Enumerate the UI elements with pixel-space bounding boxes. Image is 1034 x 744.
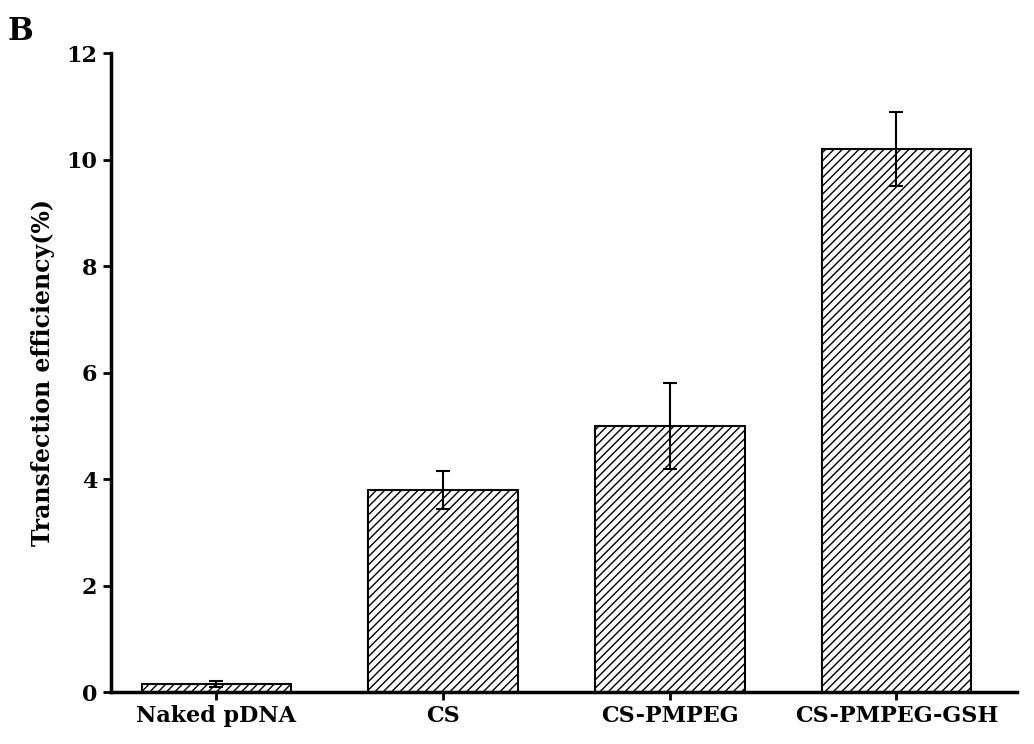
Bar bbox=[142, 684, 292, 692]
Bar bbox=[368, 490, 518, 692]
Bar bbox=[822, 150, 971, 692]
Bar bbox=[595, 426, 744, 692]
Text: B: B bbox=[7, 16, 33, 47]
Y-axis label: Transfection efficiency(%): Transfection efficiency(%) bbox=[31, 199, 55, 546]
